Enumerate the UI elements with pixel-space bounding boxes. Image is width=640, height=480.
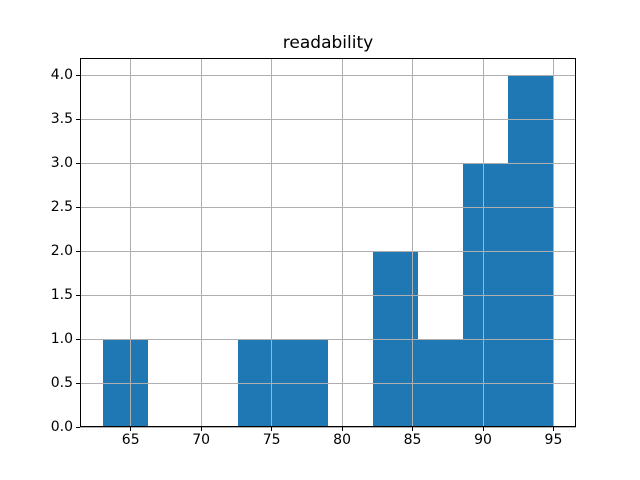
y-tick-label: 0.5 <box>50 374 73 391</box>
x-tick-label: 65 <box>121 432 140 449</box>
x-tick-mark <box>412 427 414 432</box>
grid-line-vertical <box>341 57 343 428</box>
chart-title: readability <box>282 33 374 53</box>
grid-line-vertical <box>130 57 132 428</box>
x-tick-label: 75 <box>262 432 281 449</box>
x-tick-mark <box>130 427 132 432</box>
y-tick-label: 2.5 <box>50 198 73 215</box>
grid-line-vertical <box>482 57 484 428</box>
grid-line-horizontal <box>80 426 576 428</box>
grid-line-horizontal <box>80 206 576 208</box>
grid-line-horizontal <box>80 294 576 296</box>
y-tick-mark <box>76 206 80 208</box>
y-tick-mark <box>76 118 80 120</box>
grid-line-horizontal <box>80 338 576 340</box>
y-tick-mark <box>76 338 80 340</box>
x-tick-label: 85 <box>403 432 422 449</box>
grid-line-horizontal <box>80 74 576 76</box>
y-tick-label: 1.5 <box>50 286 73 303</box>
grid-line-horizontal <box>80 162 576 164</box>
grid-line-vertical <box>412 57 414 428</box>
x-tick-mark <box>200 427 202 432</box>
grid-line-vertical <box>200 57 202 428</box>
y-tick-mark <box>76 74 80 76</box>
grid-line-horizontal <box>80 382 576 384</box>
x-tick-label: 95 <box>544 432 563 449</box>
plot-frame <box>80 57 576 428</box>
y-tick-label: 4.0 <box>50 66 73 83</box>
grid-line-horizontal <box>80 118 576 120</box>
grid-line-vertical <box>552 57 554 428</box>
x-tick-mark <box>552 427 554 432</box>
x-tick-mark <box>482 427 484 432</box>
y-tick-label: 2.0 <box>50 242 73 259</box>
y-tick-mark <box>76 162 80 164</box>
x-tick-label: 80 <box>333 432 351 449</box>
x-tick-mark <box>271 427 273 432</box>
y-tick-mark <box>76 426 80 428</box>
y-tick-label: 3.0 <box>50 154 73 171</box>
y-tick-mark <box>76 382 80 384</box>
y-tick-label: 0.0 <box>50 418 73 435</box>
y-tick-mark <box>76 250 80 252</box>
x-tick-label: 70 <box>192 432 211 449</box>
y-tick-label: 3.5 <box>50 110 73 127</box>
y-tick-label: 1.0 <box>50 330 73 347</box>
grid-line-vertical <box>271 57 273 428</box>
y-tick-mark <box>76 294 80 296</box>
x-tick-mark <box>341 427 343 432</box>
x-tick-label: 90 <box>474 432 492 449</box>
grid-line-horizontal <box>80 250 576 252</box>
